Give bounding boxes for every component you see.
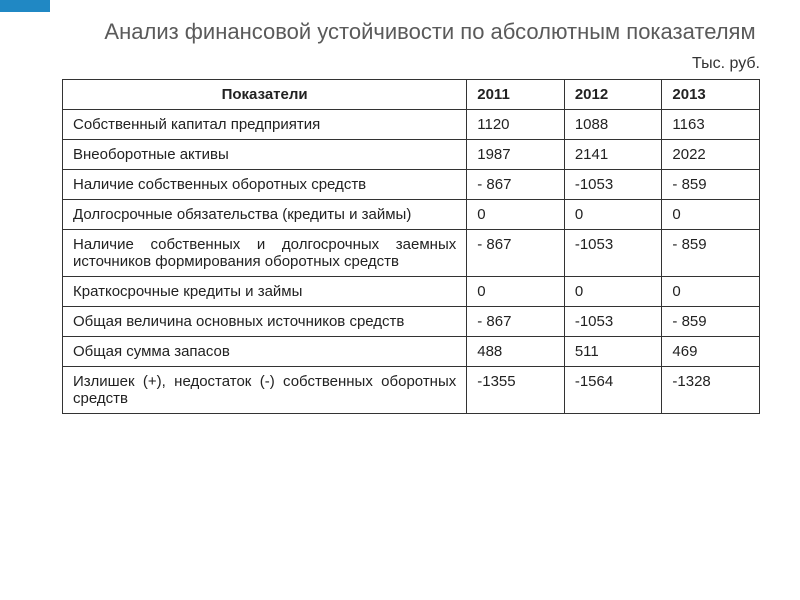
indicator-cell: Наличие собственных и долгосрочных заемн… [63,229,467,276]
value-cell: 1088 [564,109,662,139]
indicator-cell: Краткосрочные кредиты и займы [63,276,467,306]
value-cell: 0 [564,199,662,229]
value-cell: - 859 [662,169,760,199]
value-cell: 2141 [564,139,662,169]
value-cell: 469 [662,336,760,366]
table-row: Наличие собственных и долгосрочных заемн… [63,229,760,276]
value-cell: 1120 [467,109,565,139]
table-row: Долгосрочные обязательства (кредиты и за… [63,199,760,229]
unit-label: Тыс. руб. [0,55,800,73]
value-cell: 0 [662,276,760,306]
value-cell: 488 [467,336,565,366]
indicator-cell: Наличие собственных оборотных средств [63,169,467,199]
table-row: Собственный капитал предприятия112010881… [63,109,760,139]
value-cell: 511 [564,336,662,366]
table-row: Наличие собственных оборотных средств- 8… [63,169,760,199]
value-cell: 0 [662,199,760,229]
value-cell: - 867 [467,169,565,199]
value-cell: 1163 [662,109,760,139]
accent-bar [0,0,50,12]
indicator-cell: Внеоборотные активы [63,139,467,169]
value-cell: - 867 [467,229,565,276]
value-cell: -1328 [662,366,760,413]
value-cell: -1053 [564,229,662,276]
slide-title: Анализ финансовой устойчивости по абсолю… [0,0,800,55]
value-cell: - 859 [662,306,760,336]
value-cell: 2022 [662,139,760,169]
table-row: Излишек (+), недостаток (-) собственных … [63,366,760,413]
indicator-cell: Общая величина основных источников средс… [63,306,467,336]
indicator-cell: Собственный капитал предприятия [63,109,467,139]
value-cell: - 867 [467,306,565,336]
col-header-2013: 2013 [662,79,760,109]
value-cell: 1987 [467,139,565,169]
table-row: Общая величина основных источников средс… [63,306,760,336]
value-cell: 0 [467,199,565,229]
indicator-cell: Долгосрочные обязательства (кредиты и за… [63,199,467,229]
value-cell: -1053 [564,306,662,336]
value-cell: - 859 [662,229,760,276]
value-cell: 0 [564,276,662,306]
indicator-cell: Излишек (+), недостаток (-) собственных … [63,366,467,413]
table-container: Показатели 2011 2012 2013 Собственный ка… [0,79,800,414]
col-header-indicator: Показатели [63,79,467,109]
col-header-2011: 2011 [467,79,565,109]
table-row: Общая сумма запасов488511469 [63,336,760,366]
value-cell: -1053 [564,169,662,199]
value-cell: 0 [467,276,565,306]
value-cell: -1355 [467,366,565,413]
table-row: Внеоборотные активы198721412022 [63,139,760,169]
col-header-2012: 2012 [564,79,662,109]
table-row: Краткосрочные кредиты и займы000 [63,276,760,306]
indicator-cell: Общая сумма запасов [63,336,467,366]
financial-table: Показатели 2011 2012 2013 Собственный ка… [62,79,760,414]
value-cell: -1564 [564,366,662,413]
table-header-row: Показатели 2011 2012 2013 [63,79,760,109]
